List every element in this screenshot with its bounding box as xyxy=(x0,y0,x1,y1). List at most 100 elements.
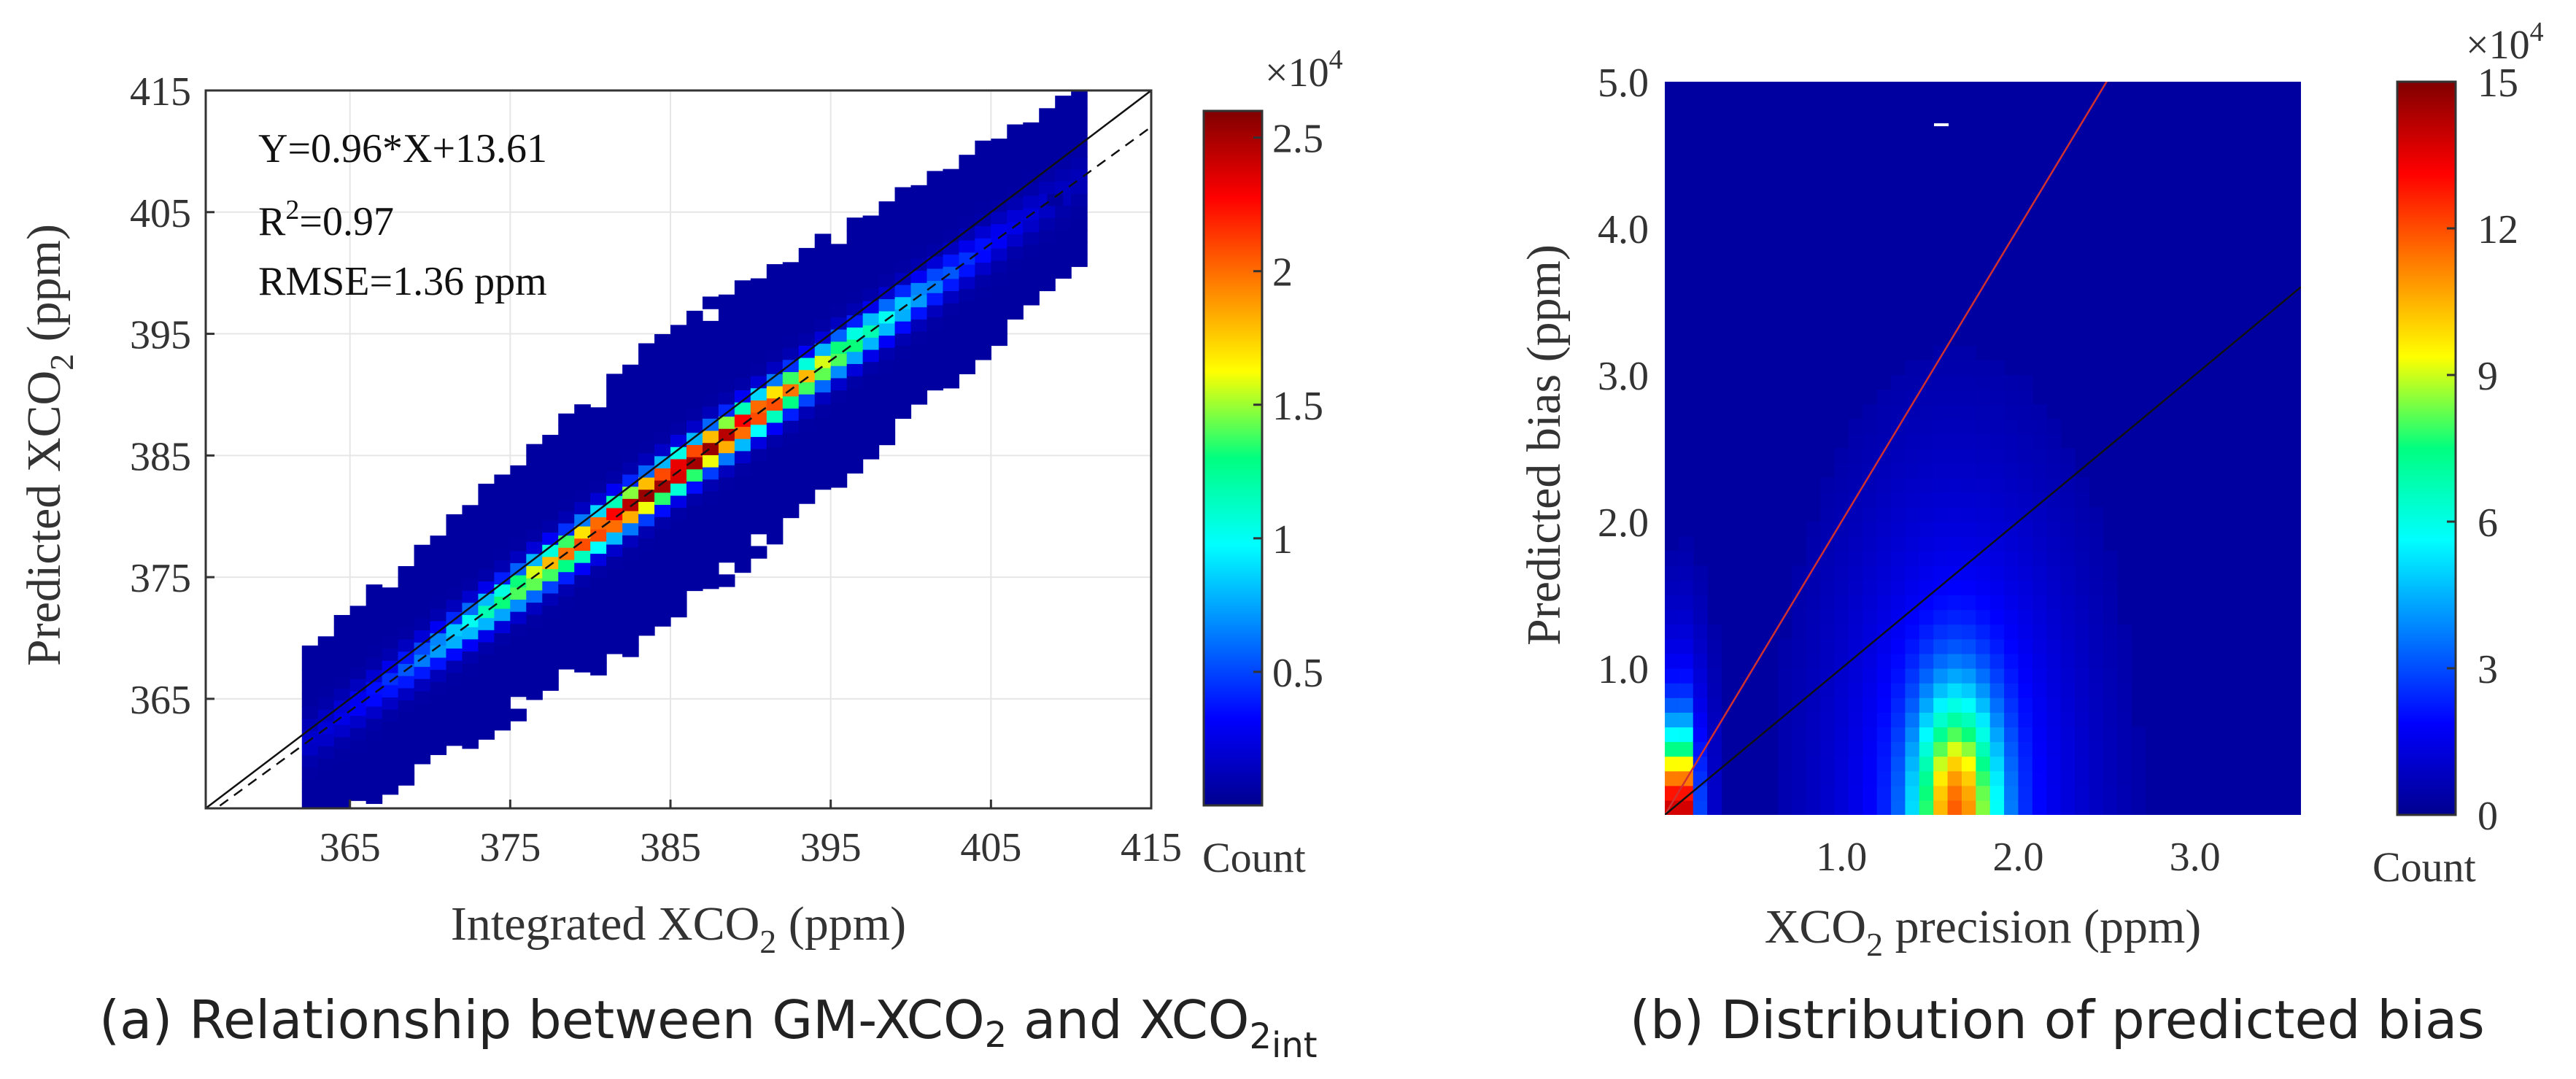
heat-cell xyxy=(702,491,719,504)
heat-cell xyxy=(1834,741,1849,757)
heat-cell xyxy=(574,428,591,441)
heat-cell xyxy=(654,346,671,359)
heat-cell xyxy=(317,648,335,662)
heat-cell xyxy=(686,310,703,324)
heat-cell xyxy=(333,724,351,738)
heat-cell xyxy=(494,693,511,706)
heat-cell xyxy=(2131,727,2146,743)
heat-cell xyxy=(1848,477,1863,493)
heat-cell xyxy=(1693,609,1708,625)
heat-cell xyxy=(670,398,687,411)
heat-cell xyxy=(1919,683,1934,698)
heat-cell xyxy=(1007,246,1024,259)
cb-tick-label: 3 xyxy=(2478,647,2498,692)
cb-tick-label: 2.5 xyxy=(1272,117,1323,162)
heat-cell xyxy=(478,508,495,521)
heat-cell xyxy=(1665,712,1679,727)
heat-cell xyxy=(349,691,367,704)
heat-cell xyxy=(494,498,511,512)
heat-cell xyxy=(414,715,431,728)
heat-cell xyxy=(830,402,848,415)
heat-cell xyxy=(2018,727,2033,743)
heat-cell xyxy=(1863,697,1878,713)
heat-cell xyxy=(2074,565,2089,581)
heat-cell xyxy=(927,341,944,355)
heat-cell xyxy=(414,606,431,619)
heat-cell xyxy=(446,562,463,576)
heat-cell xyxy=(1919,360,1934,376)
heat-cell xyxy=(702,345,719,358)
heat-cell xyxy=(750,473,767,486)
heat-cell xyxy=(1989,609,2005,625)
heat-cell xyxy=(558,608,575,621)
heat-cell xyxy=(1905,624,1920,640)
heat-cell xyxy=(1665,551,1679,566)
heat-cell xyxy=(1055,156,1072,169)
heat-cell xyxy=(510,648,527,661)
heat-cell xyxy=(1707,697,1722,713)
heat-cell xyxy=(590,444,607,457)
heat-cell xyxy=(2018,785,2033,801)
heat-cell xyxy=(1876,522,1892,537)
heat-cell xyxy=(606,422,623,436)
heat-cell xyxy=(430,742,447,755)
heat-cell xyxy=(1792,595,1807,611)
heat-cell xyxy=(766,349,784,363)
heat-cell xyxy=(1071,181,1088,194)
heat-cell xyxy=(750,290,767,303)
heat-cell xyxy=(301,730,319,743)
heat-cell xyxy=(734,535,751,549)
heat-cell xyxy=(414,751,431,765)
heat-cell xyxy=(1891,741,1906,757)
heat-cell xyxy=(750,460,767,473)
heat-cell xyxy=(830,304,848,318)
heat-cell xyxy=(526,687,543,700)
heat-cell xyxy=(1961,565,1976,581)
heat-cell xyxy=(622,571,639,584)
heat-cell xyxy=(638,403,655,417)
heat-cell xyxy=(734,329,751,342)
heat-cell xyxy=(734,304,751,317)
heat-cell xyxy=(991,163,1007,176)
heat-cell xyxy=(1919,419,1934,434)
heat-cell xyxy=(2074,551,2089,566)
heat-cell xyxy=(1834,638,1849,654)
heat-cell xyxy=(2074,741,2089,757)
heat-cell xyxy=(654,358,671,371)
heat-cell xyxy=(975,335,991,348)
heat-cell xyxy=(510,501,527,515)
heat-cell xyxy=(1039,254,1056,267)
heat-cell xyxy=(766,288,784,301)
heat-cell xyxy=(878,359,896,373)
heat-cell xyxy=(542,495,559,508)
heat-cell xyxy=(333,688,351,701)
heat-cell xyxy=(1876,800,1892,815)
heat-cell xyxy=(991,223,1007,236)
heat-cell xyxy=(894,223,912,236)
heat-cell xyxy=(654,492,671,506)
heat-cell xyxy=(2004,463,2019,479)
heat-cell xyxy=(959,312,975,326)
heat-cell xyxy=(365,767,383,780)
heat-cell xyxy=(430,645,447,658)
heat-cell xyxy=(398,651,415,665)
heat-cell xyxy=(574,525,591,539)
heat-cell xyxy=(1023,183,1040,196)
heat-cell xyxy=(1989,653,2005,669)
heat-cell xyxy=(1919,712,1934,727)
heat-cell xyxy=(846,436,864,449)
heat-cell xyxy=(975,213,991,227)
heat-cell xyxy=(1071,241,1088,255)
heat-cell xyxy=(1007,161,1024,174)
xtick-label: 1.0 xyxy=(1816,835,1867,880)
panel-a-exp-power: 4 xyxy=(1329,45,1343,75)
heat-cell xyxy=(414,642,431,655)
heat-cell xyxy=(2103,727,2118,743)
heat-cell xyxy=(670,458,687,472)
heat-cell xyxy=(943,303,960,316)
heat-cell xyxy=(1863,800,1878,815)
heat-cell xyxy=(798,442,816,456)
heat-cell xyxy=(2060,580,2076,596)
heat-cell xyxy=(2004,375,2019,390)
